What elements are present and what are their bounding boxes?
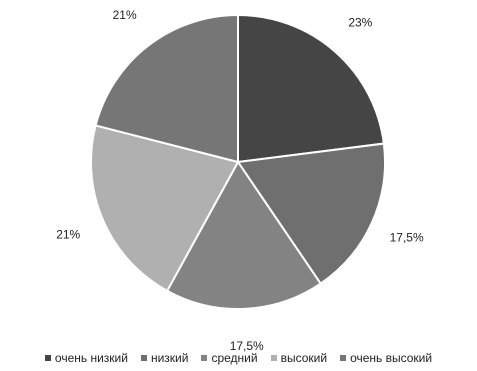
data-label-low: 17,5% [390, 230, 424, 244]
pie-slice-very-low [237, 13, 385, 164]
data-label-very-low: 23% [348, 15, 372, 29]
pie-slice-high [90, 124, 240, 293]
legend-item-high: высокий [270, 351, 328, 365]
legend-swatch [44, 355, 51, 361]
legend-swatch [140, 355, 147, 361]
pie-slice-low [236, 142, 386, 285]
legend-swatch [340, 355, 347, 361]
legend-label: низкий [150, 351, 189, 365]
pie-slices [90, 13, 386, 310]
pie-slice-medium [165, 160, 323, 310]
legend-label: средний [211, 351, 258, 365]
data-label-very-high: 21% [113, 8, 137, 22]
data-label-high: 21% [56, 228, 80, 242]
legend-label: очень низкий [54, 351, 128, 365]
data-label-medium: 17,5% [230, 339, 264, 353]
legend-item-very-high: очень высокий [340, 351, 432, 365]
legend-label: высокий [280, 351, 328, 365]
legend-label: очень высокий [350, 351, 433, 365]
pie-slice-very-high [94, 13, 239, 164]
pie-data-labels: 23% 17,5% 17,5% 21% 21% [56, 8, 424, 353]
legend-item-very-low: очень низкий [44, 351, 128, 365]
legend: очень низкий низкий средний высокий очен… [0, 350, 477, 366]
legend-item-medium: средний [201, 351, 258, 365]
legend-swatch [270, 355, 277, 361]
legend-swatch [201, 355, 208, 361]
legend-item-low: низкий [140, 351, 189, 365]
